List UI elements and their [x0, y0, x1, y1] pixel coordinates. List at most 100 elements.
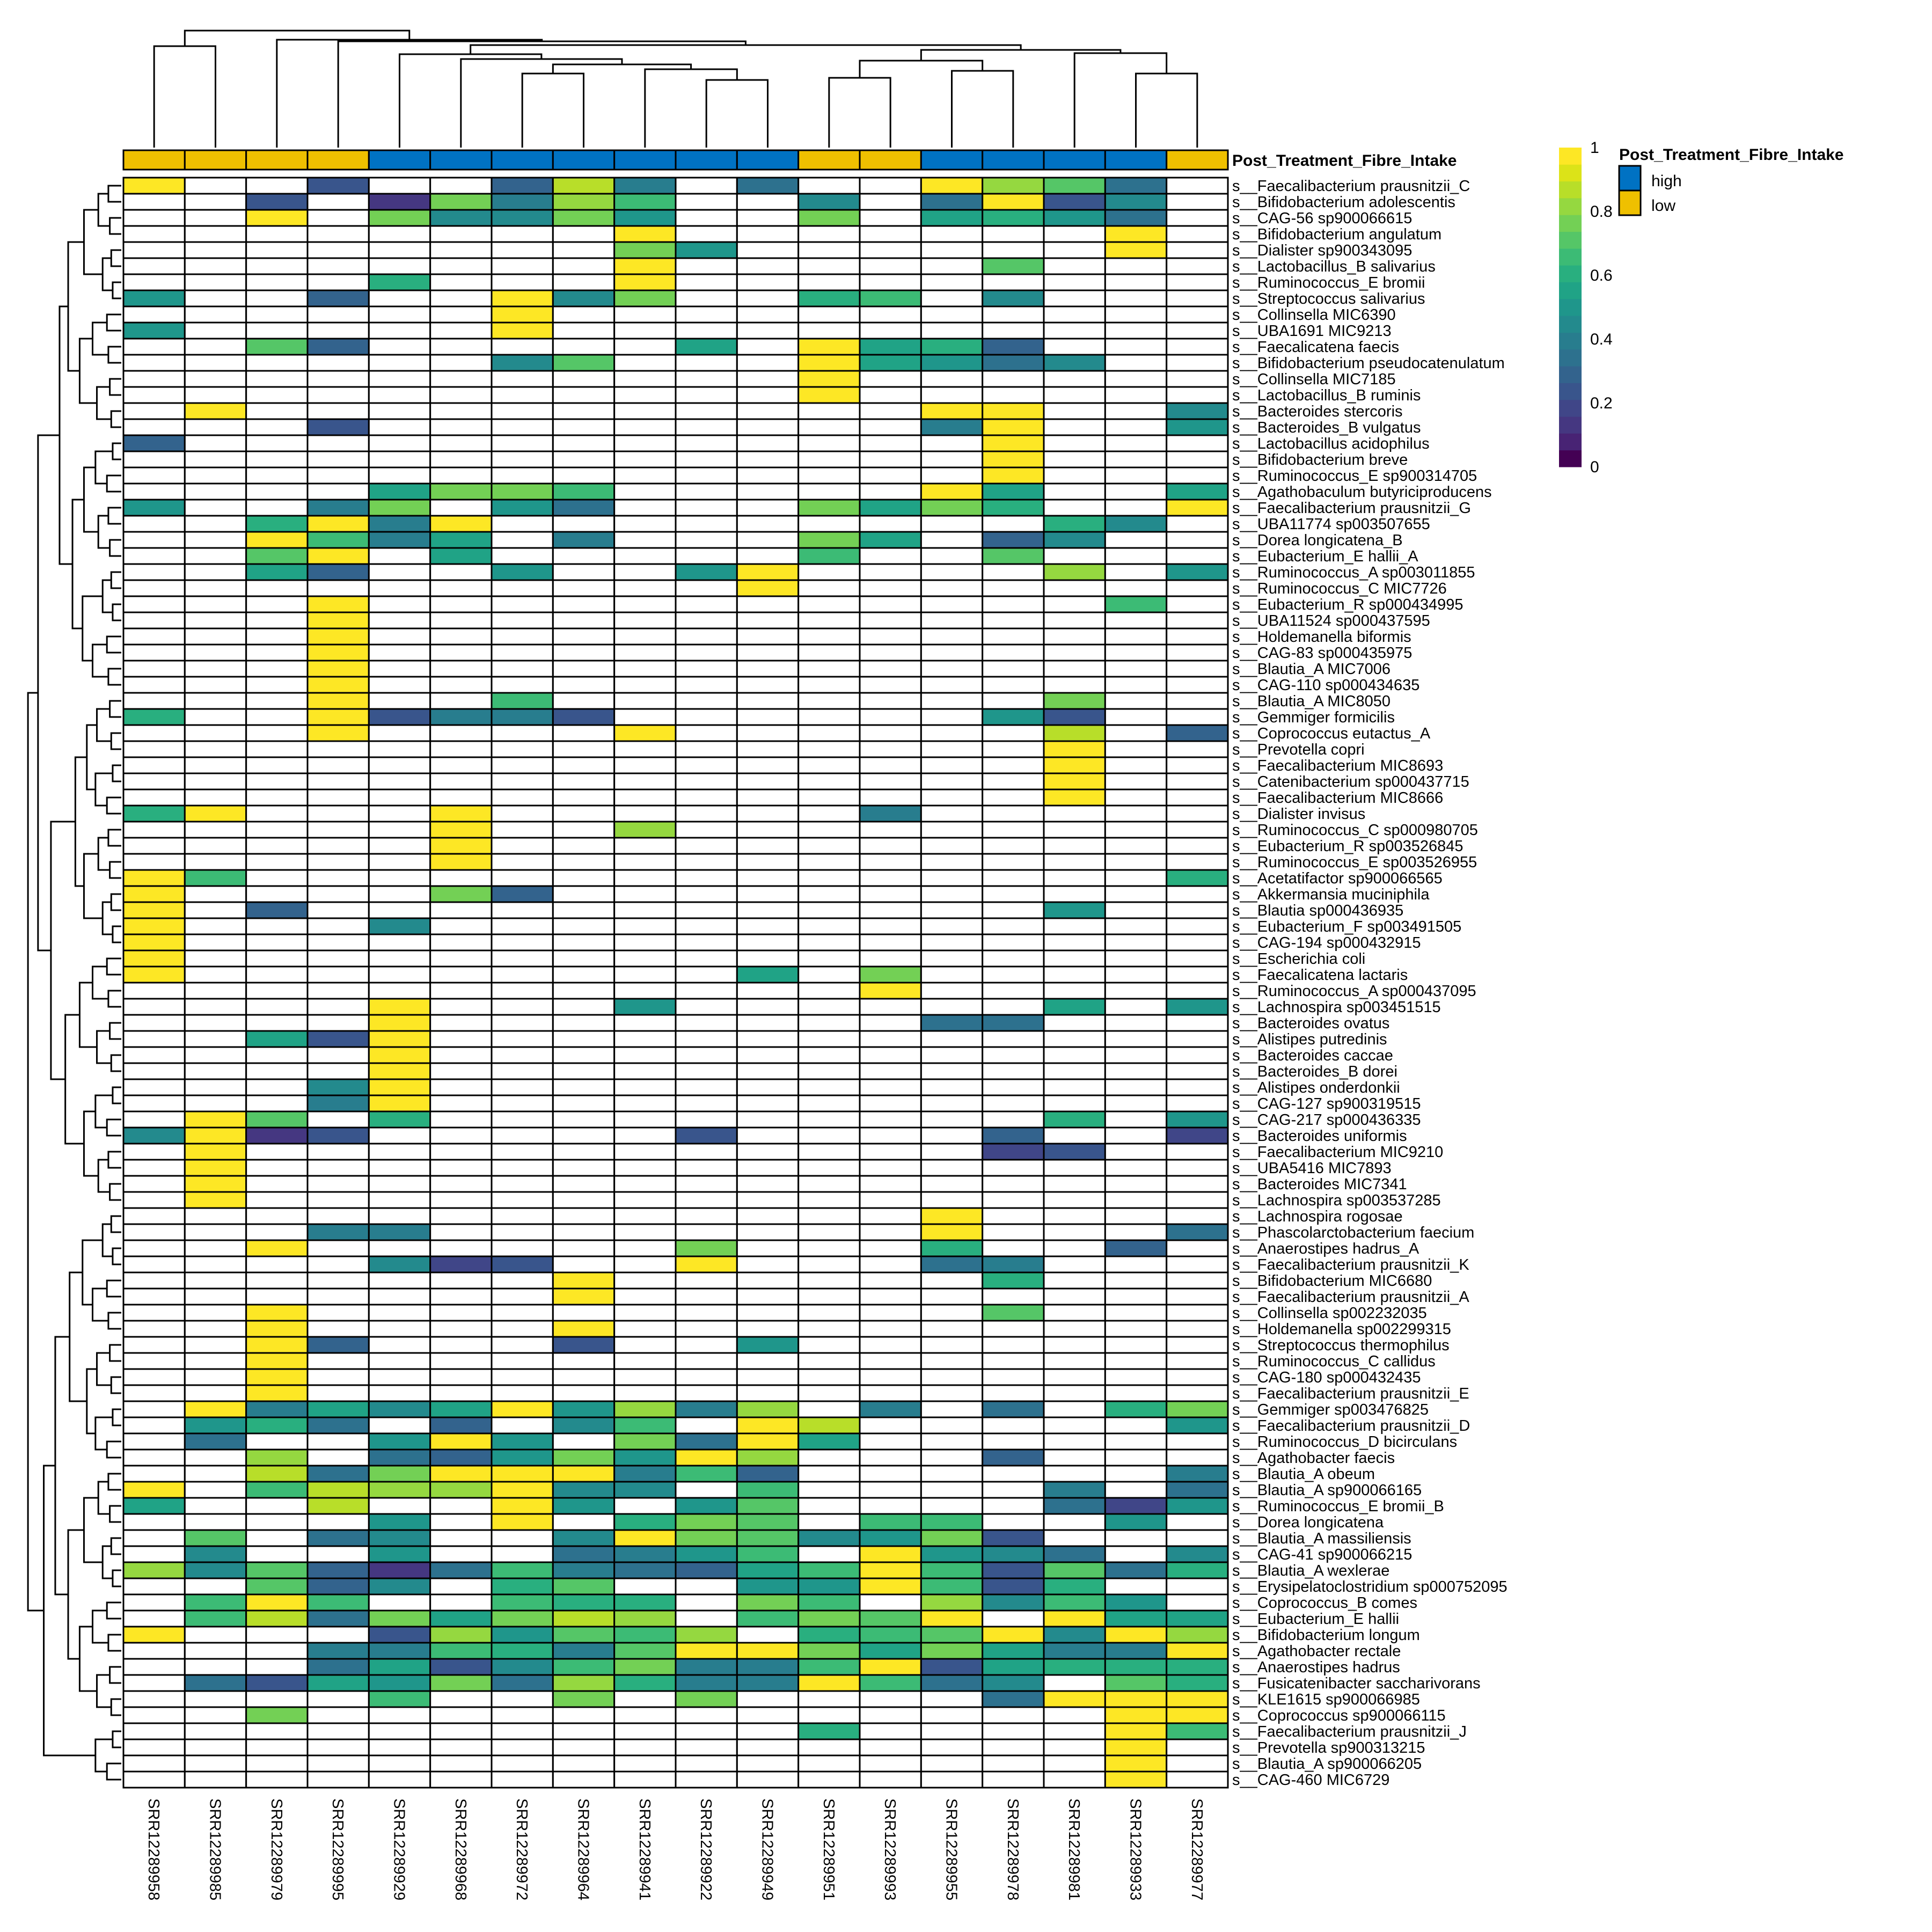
heatmap-cell [982, 949, 1045, 968]
heatmap-cell [245, 643, 309, 662]
heatmap-cell [736, 1287, 800, 1306]
heatmap-cell [491, 998, 554, 1016]
heatmap-cell [1043, 643, 1106, 662]
heatmap-cell [675, 1239, 738, 1257]
heatmap-cell [736, 1513, 800, 1531]
heatmap-cell [859, 1352, 922, 1370]
heatmap-cell [368, 708, 431, 726]
heatmap-cell [675, 998, 738, 1016]
heatmap-cell [797, 1722, 861, 1740]
heatmap-cell [1043, 1014, 1106, 1032]
heatmap-cell [797, 1497, 861, 1515]
heatmap-cell [184, 1609, 247, 1628]
heatmap-cell [675, 1304, 738, 1322]
heatmap-cell [736, 885, 800, 903]
annotation-cell-high [736, 149, 800, 171]
heatmap-cell [552, 1175, 616, 1193]
heatmap-cell [859, 402, 922, 420]
heatmap-cell [675, 724, 738, 742]
heatmap-cell [1043, 531, 1106, 549]
heatmap-cell [736, 1304, 800, 1322]
heatmap-cell [797, 1175, 861, 1193]
heatmap-cell [1166, 241, 1229, 259]
heatmap-cell [675, 531, 738, 549]
heatmap-cell [675, 1529, 738, 1547]
colorbar-segment [1559, 298, 1582, 316]
heatmap-cell [736, 531, 800, 549]
heatmap-cell [368, 1658, 431, 1676]
heatmap-cell [797, 643, 861, 662]
heatmap-cell [491, 853, 554, 871]
heatmap-cell [920, 1416, 984, 1435]
heatmap-cell [736, 450, 800, 469]
heatmap-cell [797, 1481, 861, 1499]
heatmap-cell [368, 1529, 431, 1547]
heatmap-cell [675, 499, 738, 517]
column-label: SRR12289972 [513, 1798, 530, 1900]
heatmap-cell [306, 917, 370, 935]
row-label: s__Eubacterium_R sp003526845 [1232, 838, 1463, 855]
heatmap-cell [1166, 837, 1229, 855]
heatmap-cell [920, 595, 984, 613]
heatmap-cell [797, 241, 861, 259]
heatmap-cell [245, 660, 309, 678]
heatmap-cell [245, 692, 309, 710]
heatmap-cell [613, 1400, 677, 1418]
heatmap-cell [797, 1336, 861, 1354]
heatmap-cell [675, 1368, 738, 1386]
heatmap-cell [613, 1014, 677, 1032]
colorbar-segment [1559, 416, 1582, 434]
annotation-cell-low [1166, 149, 1229, 171]
heatmap-cell [306, 595, 370, 613]
dendrogram-link [951, 70, 1014, 148]
heatmap-cell [1104, 772, 1168, 791]
heatmap-cell [306, 998, 370, 1016]
heatmap-cell [491, 692, 554, 710]
heatmap-cell [306, 1561, 370, 1579]
heatmap-cell [675, 482, 738, 501]
heatmap-cell [613, 515, 677, 533]
row-label: s__Bacteroides stercoris [1232, 403, 1403, 420]
heatmap-cell [613, 370, 677, 388]
heatmap-cell [491, 466, 554, 485]
heatmap-cell [613, 1432, 677, 1451]
heatmap-cell [491, 1626, 554, 1644]
heatmap-cell [1166, 1481, 1229, 1499]
heatmap-cell [184, 1722, 247, 1740]
heatmap-cell [920, 627, 984, 646]
heatmap-cell [306, 579, 370, 597]
heatmap-cell [1043, 305, 1106, 324]
heatmap-cell [859, 1642, 922, 1660]
heatmap-cell [245, 1448, 309, 1467]
heatmap-cell [675, 643, 738, 662]
heatmap-cell [491, 1255, 554, 1274]
heatmap-cell [920, 1722, 984, 1740]
heatmap-cell [797, 547, 861, 565]
heatmap-cell [491, 724, 554, 742]
heatmap-cell [1043, 563, 1106, 581]
heatmap-cell [859, 772, 922, 791]
heatmap-cell [429, 643, 493, 662]
heatmap-cell [306, 1191, 370, 1209]
dendrogram-link [109, 217, 121, 235]
heatmap-cell [491, 1706, 554, 1724]
heatmap-cell [245, 1690, 309, 1708]
heatmap-cell [306, 1722, 370, 1740]
heatmap-cell [122, 193, 186, 211]
heatmap-cell [797, 804, 861, 823]
heatmap-cell [368, 1078, 431, 1096]
row-label: s__Bacteroides ovatus [1232, 1015, 1389, 1032]
heatmap-cell [982, 1126, 1045, 1145]
heatmap-cell [245, 853, 309, 871]
heatmap-cell [184, 209, 247, 227]
heatmap-cell [368, 740, 431, 758]
column-label: SRR12289955 [943, 1798, 960, 1900]
row-label: s__CAG-460 MIC6729 [1232, 1772, 1389, 1789]
heatmap-cell [982, 515, 1045, 533]
heatmap-cell [491, 241, 554, 259]
heatmap-cell [1043, 193, 1106, 211]
heatmap-cell [797, 1400, 861, 1418]
heatmap-cell [306, 1014, 370, 1032]
heatmap-cell [613, 547, 677, 565]
heatmap-cell [675, 1175, 738, 1193]
